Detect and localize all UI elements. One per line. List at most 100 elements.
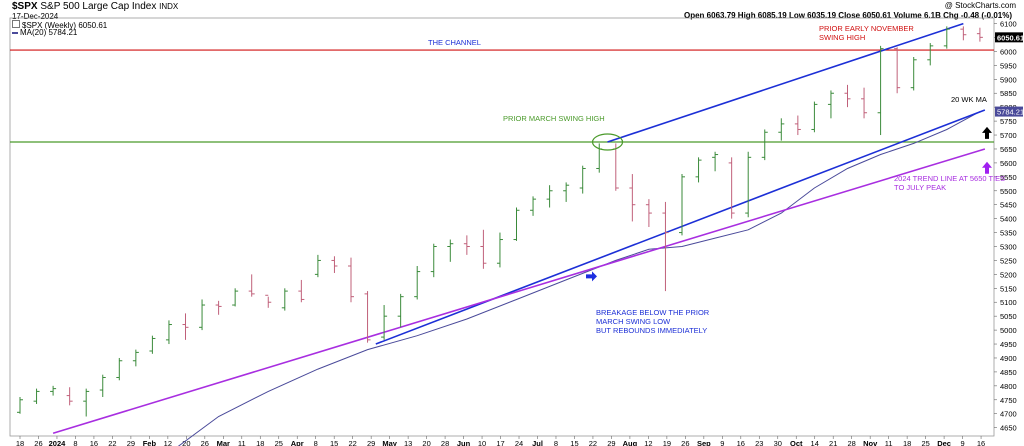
annotation-8: 2024 TREND LINE AT 5650 TIES bbox=[894, 174, 1005, 183]
x-tick-label: 8 bbox=[554, 439, 558, 446]
y-tick-label: 5750 bbox=[1000, 117, 1017, 126]
x-tick-label: 8 bbox=[314, 439, 318, 446]
x-tick-label: Feb bbox=[143, 439, 157, 446]
x-tick-label: 26 bbox=[34, 439, 42, 446]
x-tick-label: 9 bbox=[720, 439, 724, 446]
y-tick-label: 5900 bbox=[1000, 75, 1017, 84]
x-tick-label: 13 bbox=[404, 439, 412, 446]
annotation-7: BUT REBOUNDS IMMEDIATELY bbox=[596, 326, 707, 335]
x-tick-label: 18 bbox=[256, 439, 264, 446]
y-tick-label: 5300 bbox=[1000, 243, 1017, 252]
swing-high-ellipse bbox=[591, 133, 624, 151]
ma-price-tag-label: 5784.21 bbox=[997, 108, 1024, 117]
x-tick-label: 9 bbox=[960, 439, 964, 446]
y-tick-label: 4900 bbox=[1000, 354, 1017, 363]
y-tick-label: 5950 bbox=[1000, 61, 1017, 70]
exchange: INDX bbox=[159, 2, 179, 11]
x-tick-label: 20 bbox=[182, 439, 190, 446]
x-tick-label: 22 bbox=[589, 439, 597, 446]
legend-price-label: $SPX (Weekly) 6050.61 bbox=[22, 21, 108, 30]
plot-frame bbox=[9, 17, 995, 437]
y-tick-label: 5050 bbox=[1000, 312, 1017, 321]
ma-price-tag bbox=[995, 106, 1023, 117]
annotation-0: THE CHANNEL bbox=[428, 38, 481, 47]
y-tick-label: 5850 bbox=[1000, 89, 1017, 98]
x-tick-label: Sep bbox=[697, 439, 711, 446]
y-tick-label: 4700 bbox=[1000, 410, 1017, 419]
legend-price-swatch bbox=[12, 20, 20, 28]
line-channel-lower bbox=[375, 109, 986, 345]
legend-ma: MA(20) 5784.21 bbox=[12, 28, 77, 37]
x-tick-label: 19 bbox=[663, 439, 671, 446]
y-tick-label: 6000 bbox=[1000, 47, 1017, 56]
y-tick-label: 5450 bbox=[1000, 201, 1017, 210]
y-tick-label: 5250 bbox=[1000, 256, 1017, 265]
symbol-name: S&P 500 Large Cap Index bbox=[40, 1, 157, 12]
x-tick-label: 15 bbox=[570, 439, 578, 446]
x-tick-label: Mar bbox=[217, 439, 230, 446]
y-tick-label: 4950 bbox=[1000, 340, 1017, 349]
x-tick-label: 24 bbox=[515, 439, 523, 446]
x-tick-label: 28 bbox=[848, 439, 856, 446]
symbol-title: $SPX S&P 500 Large Cap Index INDX bbox=[12, 1, 178, 12]
x-tick-label: May bbox=[382, 439, 397, 446]
x-tick-label: 12 bbox=[164, 439, 172, 446]
y-tick-label: 5100 bbox=[1000, 298, 1017, 307]
x-tick-label: 26 bbox=[681, 439, 689, 446]
y-tick-label: 5650 bbox=[1000, 145, 1017, 154]
annotation-1: PRIOR EARLY NOVEMBER bbox=[819, 24, 914, 33]
x-tick-label: 18 bbox=[16, 439, 24, 446]
x-tick-label: 15 bbox=[330, 439, 338, 446]
y-tick-label: 5600 bbox=[1000, 159, 1017, 168]
y-tick-label: 5400 bbox=[1000, 215, 1017, 224]
x-tick-label: 29 bbox=[127, 439, 135, 446]
x-tick-label: 18 bbox=[903, 439, 911, 446]
y-tick-label: 4650 bbox=[1000, 424, 1017, 433]
purple-up-arrow-icon bbox=[982, 161, 992, 174]
annotation-9: TO JULY PEAK bbox=[894, 183, 946, 192]
x-tick-label: 17 bbox=[496, 439, 504, 446]
y-tick-label: 5150 bbox=[1000, 284, 1017, 293]
x-tick-label: 16 bbox=[90, 439, 98, 446]
y-tick-label: 4800 bbox=[1000, 382, 1017, 391]
x-tick-label: 16 bbox=[977, 439, 985, 446]
x-tick-label: 14 bbox=[811, 439, 819, 446]
y-tick-label: 5350 bbox=[1000, 229, 1017, 238]
annotation-3: PRIOR MARCH SWING HIGH bbox=[503, 114, 605, 123]
x-tick-label: 29 bbox=[367, 439, 375, 446]
line-channel-upper bbox=[607, 22, 964, 143]
y-tick-label: 5200 bbox=[1000, 270, 1017, 279]
y-tick-label: 4850 bbox=[1000, 368, 1017, 377]
x-tick-label: 10 bbox=[478, 439, 486, 446]
x-tick-label: 16 bbox=[737, 439, 745, 446]
line-trend-2024 bbox=[52, 148, 986, 434]
x-tick-label: Dec bbox=[937, 439, 951, 446]
x-tick-label: Jul bbox=[532, 439, 543, 446]
x-tick-label: 20 bbox=[422, 439, 430, 446]
x-tick-label: Nov bbox=[863, 439, 878, 446]
y-tick-label: 5500 bbox=[1000, 187, 1017, 196]
annotation-6: MARCH SWING LOW bbox=[596, 317, 671, 326]
y-tick-label: 5550 bbox=[1000, 173, 1017, 182]
y-tick-label: 4750 bbox=[1000, 396, 1017, 405]
black-up-arrow-icon bbox=[982, 126, 992, 139]
x-tick-label: 23 bbox=[755, 439, 763, 446]
x-tick-label: 29 bbox=[607, 439, 615, 446]
x-tick-label: 25 bbox=[921, 439, 929, 446]
x-tick-label: 8 bbox=[73, 439, 77, 446]
legend-price: $SPX (Weekly) 6050.61 bbox=[12, 20, 107, 30]
x-tick-label: 12 bbox=[644, 439, 652, 446]
symbol: $SPX bbox=[12, 1, 38, 12]
x-tick-label: 21 bbox=[829, 439, 837, 446]
legend-ma-swatch bbox=[12, 31, 18, 34]
x-tick-label: Apr bbox=[291, 439, 304, 446]
x-tick-label: 2024 bbox=[49, 439, 67, 446]
close-price-tag bbox=[995, 32, 1023, 43]
x-tick-label: 30 bbox=[774, 439, 782, 446]
annotation-5: BREAKAGE BELOW THE PRIOR bbox=[596, 308, 710, 317]
x-tick-label: Oct bbox=[790, 439, 803, 446]
annotation-2: SWING HIGH bbox=[819, 33, 865, 42]
x-tick-label: 22 bbox=[349, 439, 357, 446]
ma20-line bbox=[177, 111, 981, 446]
x-tick-label: 25 bbox=[275, 439, 283, 446]
